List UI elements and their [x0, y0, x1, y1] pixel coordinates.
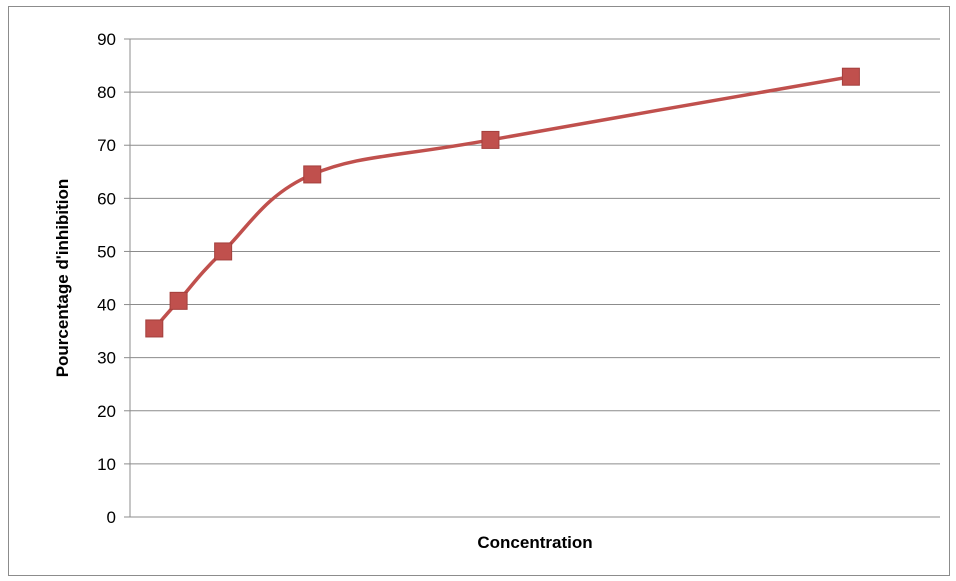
axes — [124, 38, 940, 518]
x-axis-title: Concentration — [477, 533, 592, 552]
data-point-marker — [481, 130, 500, 149]
gridlines — [130, 38, 940, 465]
y-tick-label: 10 — [97, 455, 116, 474]
chart-frame — [8, 6, 950, 576]
y-tick-label: 50 — [97, 242, 116, 261]
y-tick-label: 40 — [97, 296, 116, 315]
data-point-marker — [169, 291, 188, 310]
series-group — [145, 67, 860, 338]
y-tick-label: 30 — [97, 349, 116, 368]
y-tick-label: 60 — [97, 189, 116, 208]
y-tick-label: 0 — [107, 508, 116, 527]
y-tick-label: 20 — [97, 402, 116, 421]
data-point-marker — [214, 242, 233, 261]
y-tick-labels: 0 10 20 30 40 50 60 70 80 90 — [97, 30, 116, 527]
data-point-marker — [145, 319, 164, 338]
y-tick-label: 80 — [97, 83, 116, 102]
series-line — [152, 74, 853, 331]
data-point-marker — [303, 165, 322, 184]
y-tick-label: 90 — [97, 30, 116, 49]
data-point-marker — [841, 67, 860, 86]
y-axis-title: Pourcentage d'inhibition — [53, 179, 72, 378]
y-tick-label: 70 — [97, 136, 116, 155]
